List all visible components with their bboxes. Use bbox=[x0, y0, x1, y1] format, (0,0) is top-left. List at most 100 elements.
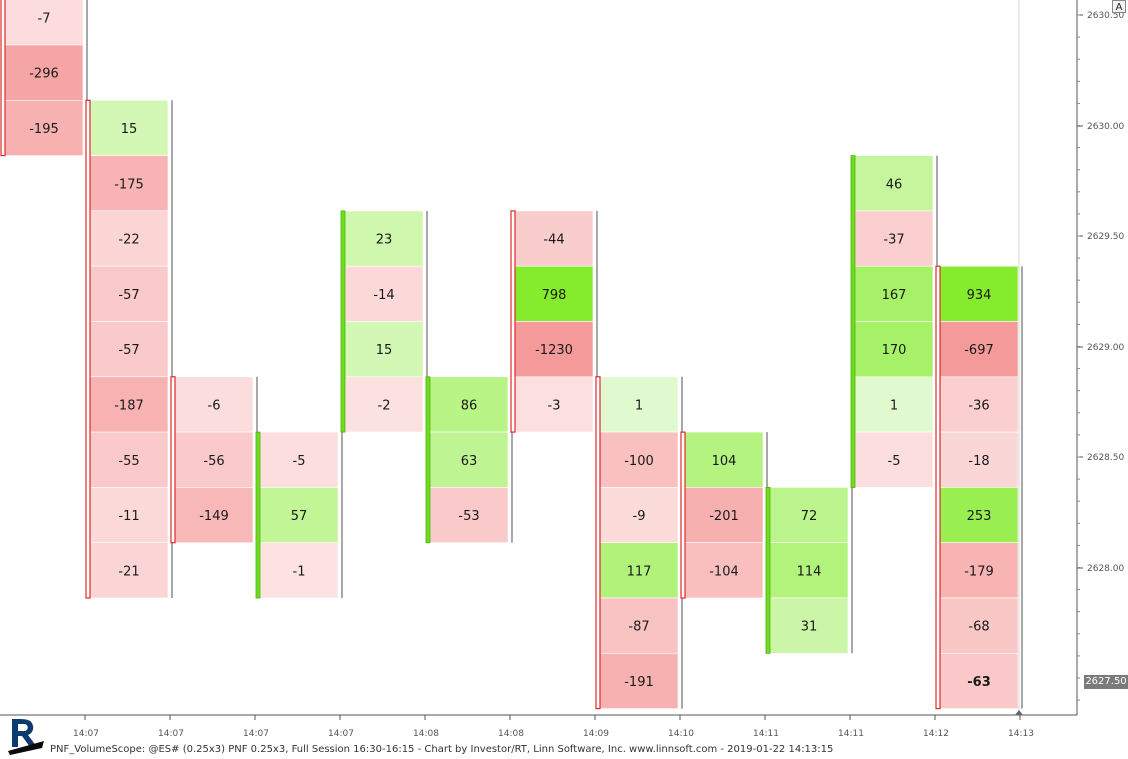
volume-cell bbox=[89, 542, 169, 599]
x-tick-label: 14:12 bbox=[923, 729, 949, 739]
down-direction-bar bbox=[170, 376, 176, 544]
y-tick-label: 2628.50 bbox=[1087, 453, 1124, 463]
cell-value-label: -21 bbox=[118, 564, 139, 579]
cell-value-label: -55 bbox=[118, 454, 139, 469]
cell-value-label: -68 bbox=[968, 620, 989, 635]
down-direction-bar bbox=[595, 376, 601, 710]
volume-cell bbox=[939, 652, 1019, 709]
pnf-column: -44 798 -1230 -3 bbox=[510, 210, 598, 433]
up-direction-bar bbox=[425, 376, 431, 544]
cell-value-label: -18 bbox=[968, 454, 989, 469]
volume-cell bbox=[89, 487, 169, 543]
x-tick-label: 14:08 bbox=[498, 729, 524, 739]
cell-value-label: -1230 bbox=[535, 343, 573, 358]
volume-cell bbox=[684, 542, 764, 599]
pnf-column: 23 -14 15 -2 bbox=[340, 210, 428, 433]
cell-value-label: -187 bbox=[114, 398, 144, 413]
pnf-column: 934 -697 -36 -18 253 -179 -68 -63 bbox=[935, 265, 1023, 710]
cell-value-label: 1 bbox=[635, 398, 643, 413]
volume-cell bbox=[939, 265, 1019, 322]
cell-value-label: -53 bbox=[458, 509, 479, 524]
volume-cell bbox=[939, 376, 1019, 433]
volume-cell bbox=[514, 210, 594, 267]
cell-value-label: -697 bbox=[964, 343, 994, 358]
pnf-column: -7 -296 -195 bbox=[0, 0, 88, 157]
pnf-column: 104 -201 -104 bbox=[680, 431, 768, 599]
cell-value-label: 167 bbox=[882, 288, 907, 303]
cell-value-label: 104 bbox=[712, 454, 737, 469]
volume-cell bbox=[854, 265, 934, 322]
cell-value-label: -44 bbox=[543, 233, 564, 248]
cell-value-label: -191 bbox=[624, 675, 654, 690]
volume-cell bbox=[344, 321, 424, 378]
cell-value-label: -195 bbox=[29, 122, 59, 137]
cell-value-label: -179 bbox=[964, 564, 994, 579]
y-tick-label: 2629.50 bbox=[1087, 232, 1124, 242]
cell-value-label: 117 bbox=[627, 564, 652, 579]
y-tick-label: 2630.00 bbox=[1087, 122, 1124, 132]
volume-cell bbox=[854, 155, 934, 212]
down-direction-bar bbox=[0, 0, 6, 157]
cell-value-label: 15 bbox=[376, 343, 393, 358]
cell-value-label: -7 bbox=[38, 11, 51, 26]
volume-cell bbox=[854, 376, 934, 433]
cell-value-label: -87 bbox=[628, 620, 649, 635]
volume-cell bbox=[429, 487, 509, 543]
x-tick-label: 14:11 bbox=[753, 729, 779, 739]
volume-cell bbox=[4, 0, 84, 46]
volume-cell bbox=[344, 376, 424, 433]
cell-value-label: -149 bbox=[199, 509, 229, 524]
pnf-column: 72 114 31 bbox=[765, 486, 853, 654]
volume-cell bbox=[854, 210, 934, 267]
x-tick-label: 14:07 bbox=[73, 729, 99, 739]
volume-cell bbox=[344, 210, 424, 267]
y-tick-label: 2629.00 bbox=[1087, 343, 1124, 353]
cell-value-label: -22 bbox=[118, 233, 139, 248]
cell-value-label: -57 bbox=[118, 288, 139, 303]
cell-value-label: -104 bbox=[709, 564, 739, 579]
volume-cell bbox=[599, 542, 679, 599]
volume-cell bbox=[599, 652, 679, 709]
investor-rt-logo-icon bbox=[6, 717, 46, 755]
cell-value-label: 934 bbox=[967, 288, 992, 303]
cell-value-label: 1 bbox=[890, 398, 898, 413]
volume-cell bbox=[514, 265, 594, 322]
volume-cell bbox=[174, 376, 254, 433]
volume-cell bbox=[599, 376, 679, 433]
cell-value-label: 15 bbox=[121, 122, 138, 137]
volume-cell bbox=[514, 321, 594, 378]
cell-value-label: -1 bbox=[293, 564, 306, 579]
cell-value-label: 72 bbox=[801, 509, 818, 524]
up-direction-bar bbox=[850, 155, 856, 488]
x-tick-label: 14:08 bbox=[413, 729, 439, 739]
x-tick-label: 14:07 bbox=[158, 729, 184, 739]
pnf-column: -6 -56 -149 bbox=[170, 376, 258, 544]
up-direction-bar bbox=[255, 431, 261, 599]
volume-cell bbox=[599, 431, 679, 488]
cell-value-label: 57 bbox=[291, 509, 308, 524]
x-tick-label: 14:09 bbox=[583, 729, 609, 739]
pnf-column: 1 -100 -9 117 -87 -191 bbox=[595, 376, 683, 710]
volume-cell bbox=[89, 376, 169, 433]
cell-value-label: -201 bbox=[709, 509, 739, 524]
volume-cell bbox=[344, 265, 424, 322]
auto-scale-button[interactable]: A bbox=[1112, 0, 1126, 13]
volume-cell bbox=[684, 431, 764, 488]
up-direction-bar bbox=[765, 486, 771, 654]
volume-cell bbox=[854, 321, 934, 378]
volume-cell bbox=[174, 487, 254, 543]
volume-cell bbox=[514, 376, 594, 433]
volume-cell bbox=[939, 597, 1019, 654]
pnf-column: 46 -37 167 170 1 -5 bbox=[850, 155, 938, 488]
volume-cell bbox=[599, 487, 679, 543]
down-direction-bar bbox=[935, 265, 941, 710]
cell-value-label: 798 bbox=[542, 288, 567, 303]
cell-value-label: -100 bbox=[624, 454, 654, 469]
volume-cell bbox=[429, 431, 509, 488]
down-direction-bar bbox=[680, 431, 686, 599]
cell-value-label: -14 bbox=[373, 288, 394, 303]
volume-cell bbox=[599, 597, 679, 654]
cell-value-label: -36 bbox=[968, 398, 989, 413]
volume-cell bbox=[939, 431, 1019, 488]
